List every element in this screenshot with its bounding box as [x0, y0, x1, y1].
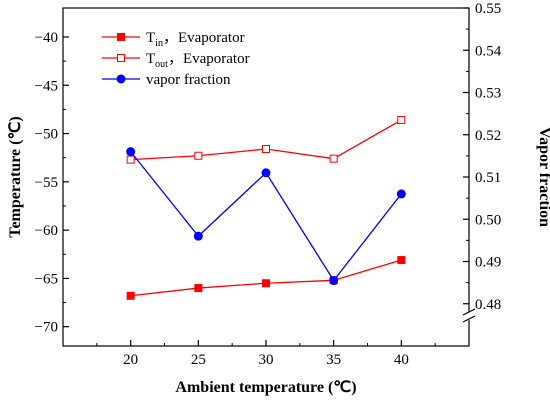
y-axis-title: Temperature (℃): [7, 116, 24, 238]
y-axis-left: −40 −45 −50 −55 −60 −65 −70: [35, 30, 69, 336]
data-point: [126, 155, 135, 164]
y2-tick-label: 0.55: [475, 1, 501, 17]
y2-axis-title: Vapor fraction: [536, 127, 550, 227]
y2-tick-label: 0.51: [475, 170, 501, 186]
y-tick-label: −65: [35, 271, 58, 287]
y2-tick-label: 0.49: [475, 255, 501, 271]
x-axis: 20 25 30 35 40: [96, 340, 436, 368]
data-point: [396, 189, 406, 199]
y-axis-right: 0.48 0.49 0.50 0.51 0.52 0.53 0.54 0.55: [462, 1, 502, 323]
x-tick-label: 30: [259, 352, 274, 368]
y2-tick-label: 0.50: [475, 212, 501, 228]
y2-tick-label: 0.54: [475, 43, 502, 59]
series-line: [130, 119, 402, 161]
data-point: [193, 231, 203, 241]
y2-tick-label: 0.48: [475, 297, 501, 313]
y-tick-label: −70: [35, 320, 58, 336]
series-1: [126, 116, 406, 164]
legend-item: Tout，Evaporator: [102, 51, 250, 70]
data-point: [194, 151, 203, 160]
legend-item: vapor fraction: [102, 72, 231, 88]
x-tick-label: 25: [191, 352, 206, 368]
legend-label: Tin，Evaporator: [146, 30, 245, 49]
y-tick-label: −60: [35, 223, 58, 239]
y-tick-label: −55: [35, 175, 58, 191]
data-point: [116, 74, 126, 84]
data-point: [262, 279, 270, 288]
data-point: [397, 256, 406, 265]
data-point: [329, 154, 338, 163]
series-0: [126, 256, 406, 300]
series-layer: [126, 116, 406, 300]
legend-label: Tout，Evaporator: [146, 51, 250, 70]
data-point: [126, 147, 136, 157]
data-point: [329, 276, 339, 286]
legend-label: vapor fraction: [146, 72, 231, 88]
series-line: [130, 259, 402, 297]
data-point: [397, 116, 406, 125]
axis-break-gap: [465, 312, 473, 320]
x-tick-label: 20: [123, 352, 138, 368]
legend-item: Tin，Evaporator: [102, 30, 245, 49]
y2-tick-label: 0.52: [475, 128, 501, 144]
y-tick-label: −45: [35, 78, 58, 94]
data-point: [194, 284, 203, 293]
data-point: [262, 144, 270, 153]
axis-break-mark: [462, 315, 476, 323]
data-point: [117, 54, 125, 62]
y-tick-label: −40: [35, 30, 58, 46]
x-axis-title: Ambient temperature (℃): [175, 379, 356, 396]
data-point: [117, 33, 125, 41]
axis-break-mark: [462, 308, 476, 316]
data-point: [261, 168, 271, 178]
legend: Tin，Evaporator Tout，Evaporator vapor fract…: [102, 30, 250, 88]
data-point: [126, 291, 135, 300]
x-tick-label: 35: [326, 352, 341, 368]
x-tick-label: 40: [394, 352, 409, 368]
y2-tick-label: 0.53: [475, 86, 501, 102]
series-2: [126, 147, 406, 286]
y-tick-label: −50: [35, 127, 58, 143]
